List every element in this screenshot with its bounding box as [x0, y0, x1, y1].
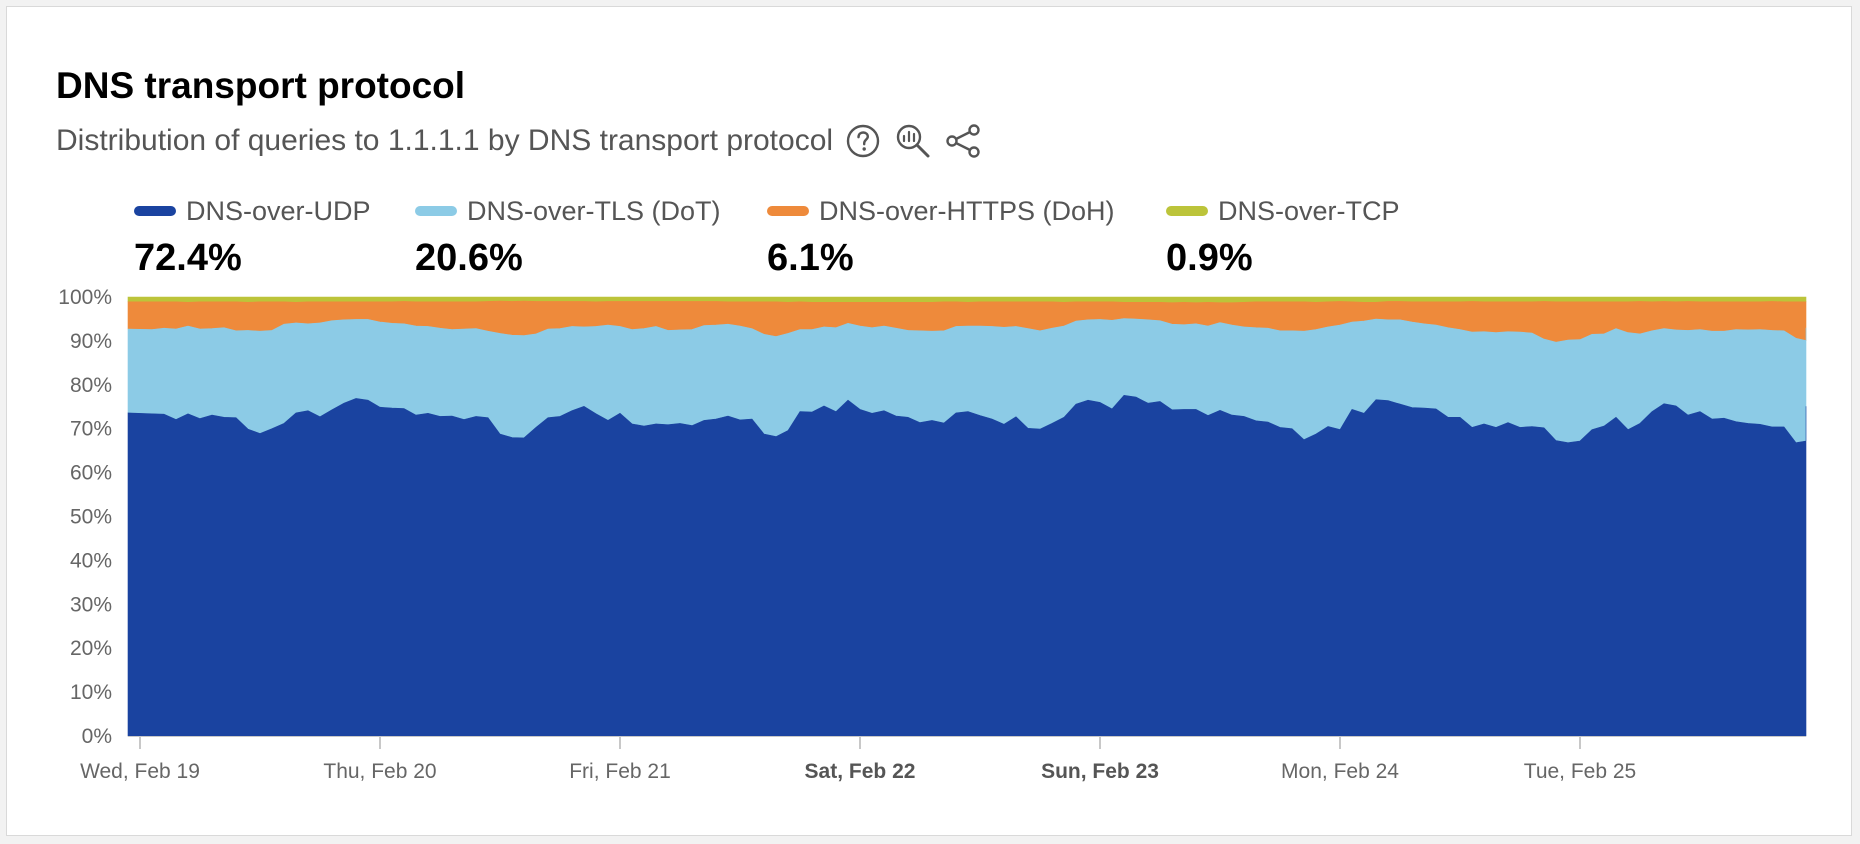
x-tick-label: Thu, Feb 20	[323, 760, 436, 783]
legend-percent-doh: 6.1%	[767, 237, 854, 279]
y-tick-label: 60%	[70, 462, 112, 485]
legend-swatch-doh	[767, 206, 809, 216]
chart-title: DNS transport protocol	[56, 65, 466, 106]
x-tick-label: Tue, Feb 25	[1524, 760, 1636, 783]
y-tick-label: 10%	[70, 681, 112, 704]
y-tick-label: 70%	[70, 418, 112, 441]
x-tick-label: Sat, Feb 22	[805, 760, 916, 783]
question-circle-icon[interactable]	[843, 121, 883, 161]
y-tick-label: 80%	[70, 374, 112, 397]
x-axis: Wed, Feb 19 Thu, Feb 20 Fri, Feb 21 Sat, Fe…	[80, 736, 1806, 783]
legend: DNS-over-UDP 72.4% DNS-over-TLS (DoT) 20…	[134, 193, 1834, 293]
area-series-group	[127, 296, 1807, 737]
legend-item-dot[interactable]: DNS-over-TLS (DoT) 20.6%	[415, 193, 721, 280]
legend-swatch-tcp	[1166, 206, 1208, 216]
y-tick-label: 100%	[58, 286, 112, 309]
legend-percent-dot: 20.6%	[415, 237, 523, 279]
legend-label-tcp: DNS-over-TCP	[1218, 195, 1400, 226]
y-tick-label: 50%	[70, 506, 112, 529]
y-tick-label: 90%	[70, 330, 112, 353]
y-tick-label: 40%	[70, 549, 112, 572]
legend-label-udp: DNS-over-UDP	[186, 195, 371, 226]
chart-subtitle: Distribution of queries to 1.1.1.1 by DN…	[56, 124, 834, 157]
magnifier-chart-icon[interactable]	[893, 121, 933, 161]
x-tick-label: Sun, Feb 23	[1041, 760, 1159, 783]
legend-item-tcp[interactable]: DNS-over-TCP 0.9%	[1166, 193, 1400, 280]
legend-item-udp[interactable]: DNS-over-UDP 72.4%	[134, 193, 371, 280]
subtitle-row: Distribution of queries to 1.1.1.1 by DN…	[56, 121, 983, 161]
legend-percent-udp: 72.4%	[134, 237, 242, 279]
area-series-1[interactable]	[127, 394, 1807, 737]
x-tick-label: Fri, Feb 21	[569, 760, 671, 783]
x-tick-label: Wed, Feb 19	[80, 760, 200, 783]
y-tick-label: 30%	[70, 593, 112, 616]
legend-swatch-udp	[134, 206, 176, 216]
legend-swatch-dot	[415, 206, 457, 216]
y-tick-label: 20%	[70, 637, 112, 660]
legend-percent-tcp: 0.9%	[1166, 237, 1253, 279]
legend-label-doh: DNS-over-HTTPS (DoH)	[819, 195, 1115, 226]
y-tick-label: 0%	[82, 725, 112, 748]
share-icon[interactable]	[943, 121, 983, 161]
x-tick-label: Mon, Feb 24	[1281, 760, 1399, 783]
legend-label-dot: DNS-over-TLS (DoT)	[467, 195, 721, 226]
y-axis: 0% 10% 20% 30% 40% 50% 60% 70% 80% 90% 100%	[58, 286, 112, 748]
legend-item-doh[interactable]: DNS-over-HTTPS (DoH) 6.1%	[767, 193, 1115, 280]
